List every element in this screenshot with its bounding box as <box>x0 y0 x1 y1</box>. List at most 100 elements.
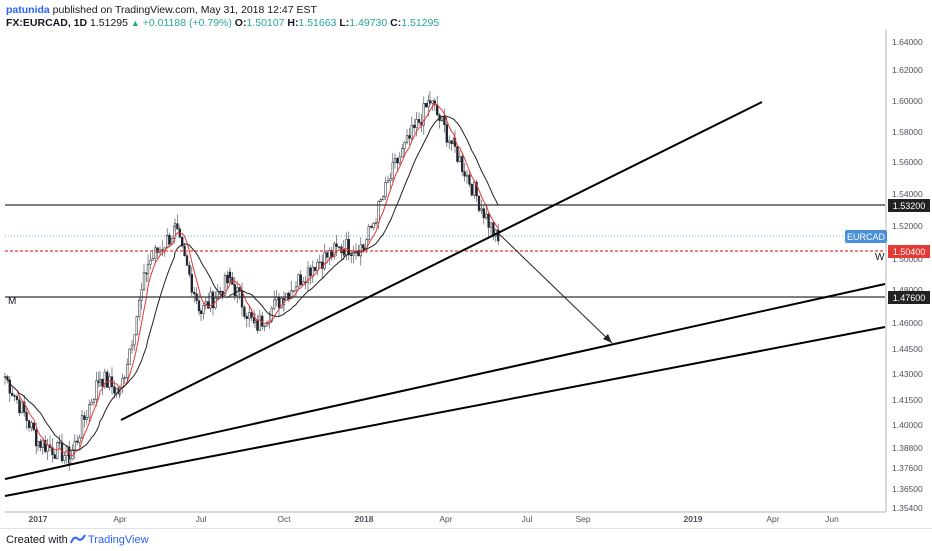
candle-body <box>311 266 314 277</box>
candle-body <box>382 196 385 201</box>
low-label: L: <box>339 17 350 29</box>
svg-text:1.53200: 1.53200 <box>893 201 926 211</box>
candle-body <box>398 156 401 164</box>
time-tick-label: Jun <box>825 514 839 524</box>
candle-body <box>487 213 490 228</box>
candle-body <box>238 287 241 291</box>
chart-label-w: W <box>875 252 885 263</box>
candle-body <box>39 440 42 448</box>
candle-body <box>277 296 281 309</box>
candle-body <box>299 274 302 286</box>
price-tag-resistance: 1.53200 <box>888 199 930 212</box>
projection-arrow[interactable] <box>496 231 613 344</box>
candle-body <box>8 379 11 394</box>
candle-body <box>35 429 38 447</box>
candle-body <box>323 252 326 269</box>
candle-body <box>428 100 432 104</box>
candle-body <box>41 440 44 448</box>
candle-body <box>149 259 152 265</box>
time-tick-label: 2017 <box>29 514 48 524</box>
candle-body <box>318 261 321 264</box>
time-tick-label: Oct <box>277 514 291 524</box>
candle-body <box>403 142 406 149</box>
candle-body <box>456 146 459 162</box>
candle-body <box>290 290 293 300</box>
projection-arrow-head-icon <box>603 334 612 343</box>
svg-text:1.50400: 1.50400 <box>893 247 926 257</box>
price-tick-label: 1.36500 <box>892 484 923 494</box>
symbol-info: FX:EURCAD, 1D 1.51295 ▲ +0.01188 (+0.79%… <box>6 17 439 29</box>
candle-body <box>154 247 157 259</box>
price-tick-label: 1.62000 <box>892 65 923 75</box>
candle-body <box>27 420 31 428</box>
candle-body <box>68 458 72 464</box>
author-link[interactable]: patunida <box>6 4 50 16</box>
price-tick-label: 1.43000 <box>892 369 923 379</box>
candle-body <box>15 396 19 401</box>
candle-body <box>199 310 203 314</box>
candle-body <box>468 174 471 185</box>
candle-body <box>450 140 453 144</box>
candle-body <box>185 255 189 266</box>
candle-body <box>53 454 56 459</box>
candle-body <box>401 148 404 158</box>
candle-body <box>207 301 210 309</box>
candle-body <box>273 299 276 309</box>
candle-body <box>458 156 461 162</box>
candle-body <box>226 274 229 284</box>
candle-body <box>465 174 469 177</box>
candle-body <box>461 156 464 172</box>
candle-body <box>46 444 49 452</box>
price-chart[interactable]: M W 1.640001.620001.600001.580001.560001… <box>0 0 932 528</box>
candle-body <box>11 393 14 396</box>
price-tick-label: 1.58000 <box>892 127 923 137</box>
candle-body <box>166 234 169 249</box>
candle-body <box>58 442 61 444</box>
time-tick-label: Jul <box>196 514 207 524</box>
candle-body <box>448 140 451 143</box>
price-tick-label: 1.56000 <box>892 157 923 167</box>
candle-body <box>367 226 370 241</box>
candle-body <box>181 237 184 247</box>
tradingview-brand-link[interactable]: TradingView <box>88 534 149 546</box>
candle-body <box>475 181 478 197</box>
symbol-label[interactable]: FX:EURCAD, 1D <box>6 17 88 29</box>
candle-body <box>219 290 222 293</box>
rising-trend-line-1[interactable] <box>120 101 763 421</box>
price-tick-label: 1.48000 <box>892 285 923 295</box>
candle-body <box>393 158 397 163</box>
candle-body <box>173 223 177 227</box>
candle-body <box>280 298 283 309</box>
candle-body <box>294 286 298 291</box>
candle-body <box>193 291 196 295</box>
high-value: 1.51663 <box>298 17 337 29</box>
candle-body <box>176 223 179 230</box>
last-price: 1.51295 <box>90 17 128 29</box>
candle-body <box>121 378 124 388</box>
candle-body <box>140 289 143 301</box>
candle-body <box>292 290 295 292</box>
candle-body <box>482 208 485 219</box>
svg-text:EURCAD: EURCAD <box>847 232 886 242</box>
time-tick-label: Apr <box>766 514 779 524</box>
chart-header: patunida published on TradingView.com, M… <box>0 0 932 30</box>
candle-body <box>88 404 91 418</box>
candle-body <box>357 250 360 257</box>
candle-body <box>431 100 434 104</box>
time-axis[interactable]: 2017 Apr Jul Oct 2018 Apr Jul Sep 2019 Apr Jun <box>29 514 840 524</box>
price-axis[interactable]: 1.64000 1.62000 1.60000 1.58000 1.56000 1.540… <box>892 37 923 513</box>
candle-body <box>345 239 348 256</box>
candle-body <box>427 100 430 108</box>
candle-body <box>347 239 350 256</box>
tradingview-logo-icon[interactable] <box>70 533 86 545</box>
moving-average-fast-line <box>4 102 499 457</box>
time-tick-label: Jul <box>522 514 533 524</box>
price-tag-pivot: 1.50400 <box>888 245 930 258</box>
rising-trend-line-2[interactable] <box>4 283 886 480</box>
publish-info: patunida published on TradingView.com, M… <box>6 4 317 16</box>
candle-body <box>413 124 416 128</box>
price-change: +0.01188 (+0.79%) <box>142 17 232 29</box>
candle-body <box>44 440 47 452</box>
candle-body <box>265 322 269 327</box>
rising-trend-line-3[interactable] <box>4 326 886 497</box>
